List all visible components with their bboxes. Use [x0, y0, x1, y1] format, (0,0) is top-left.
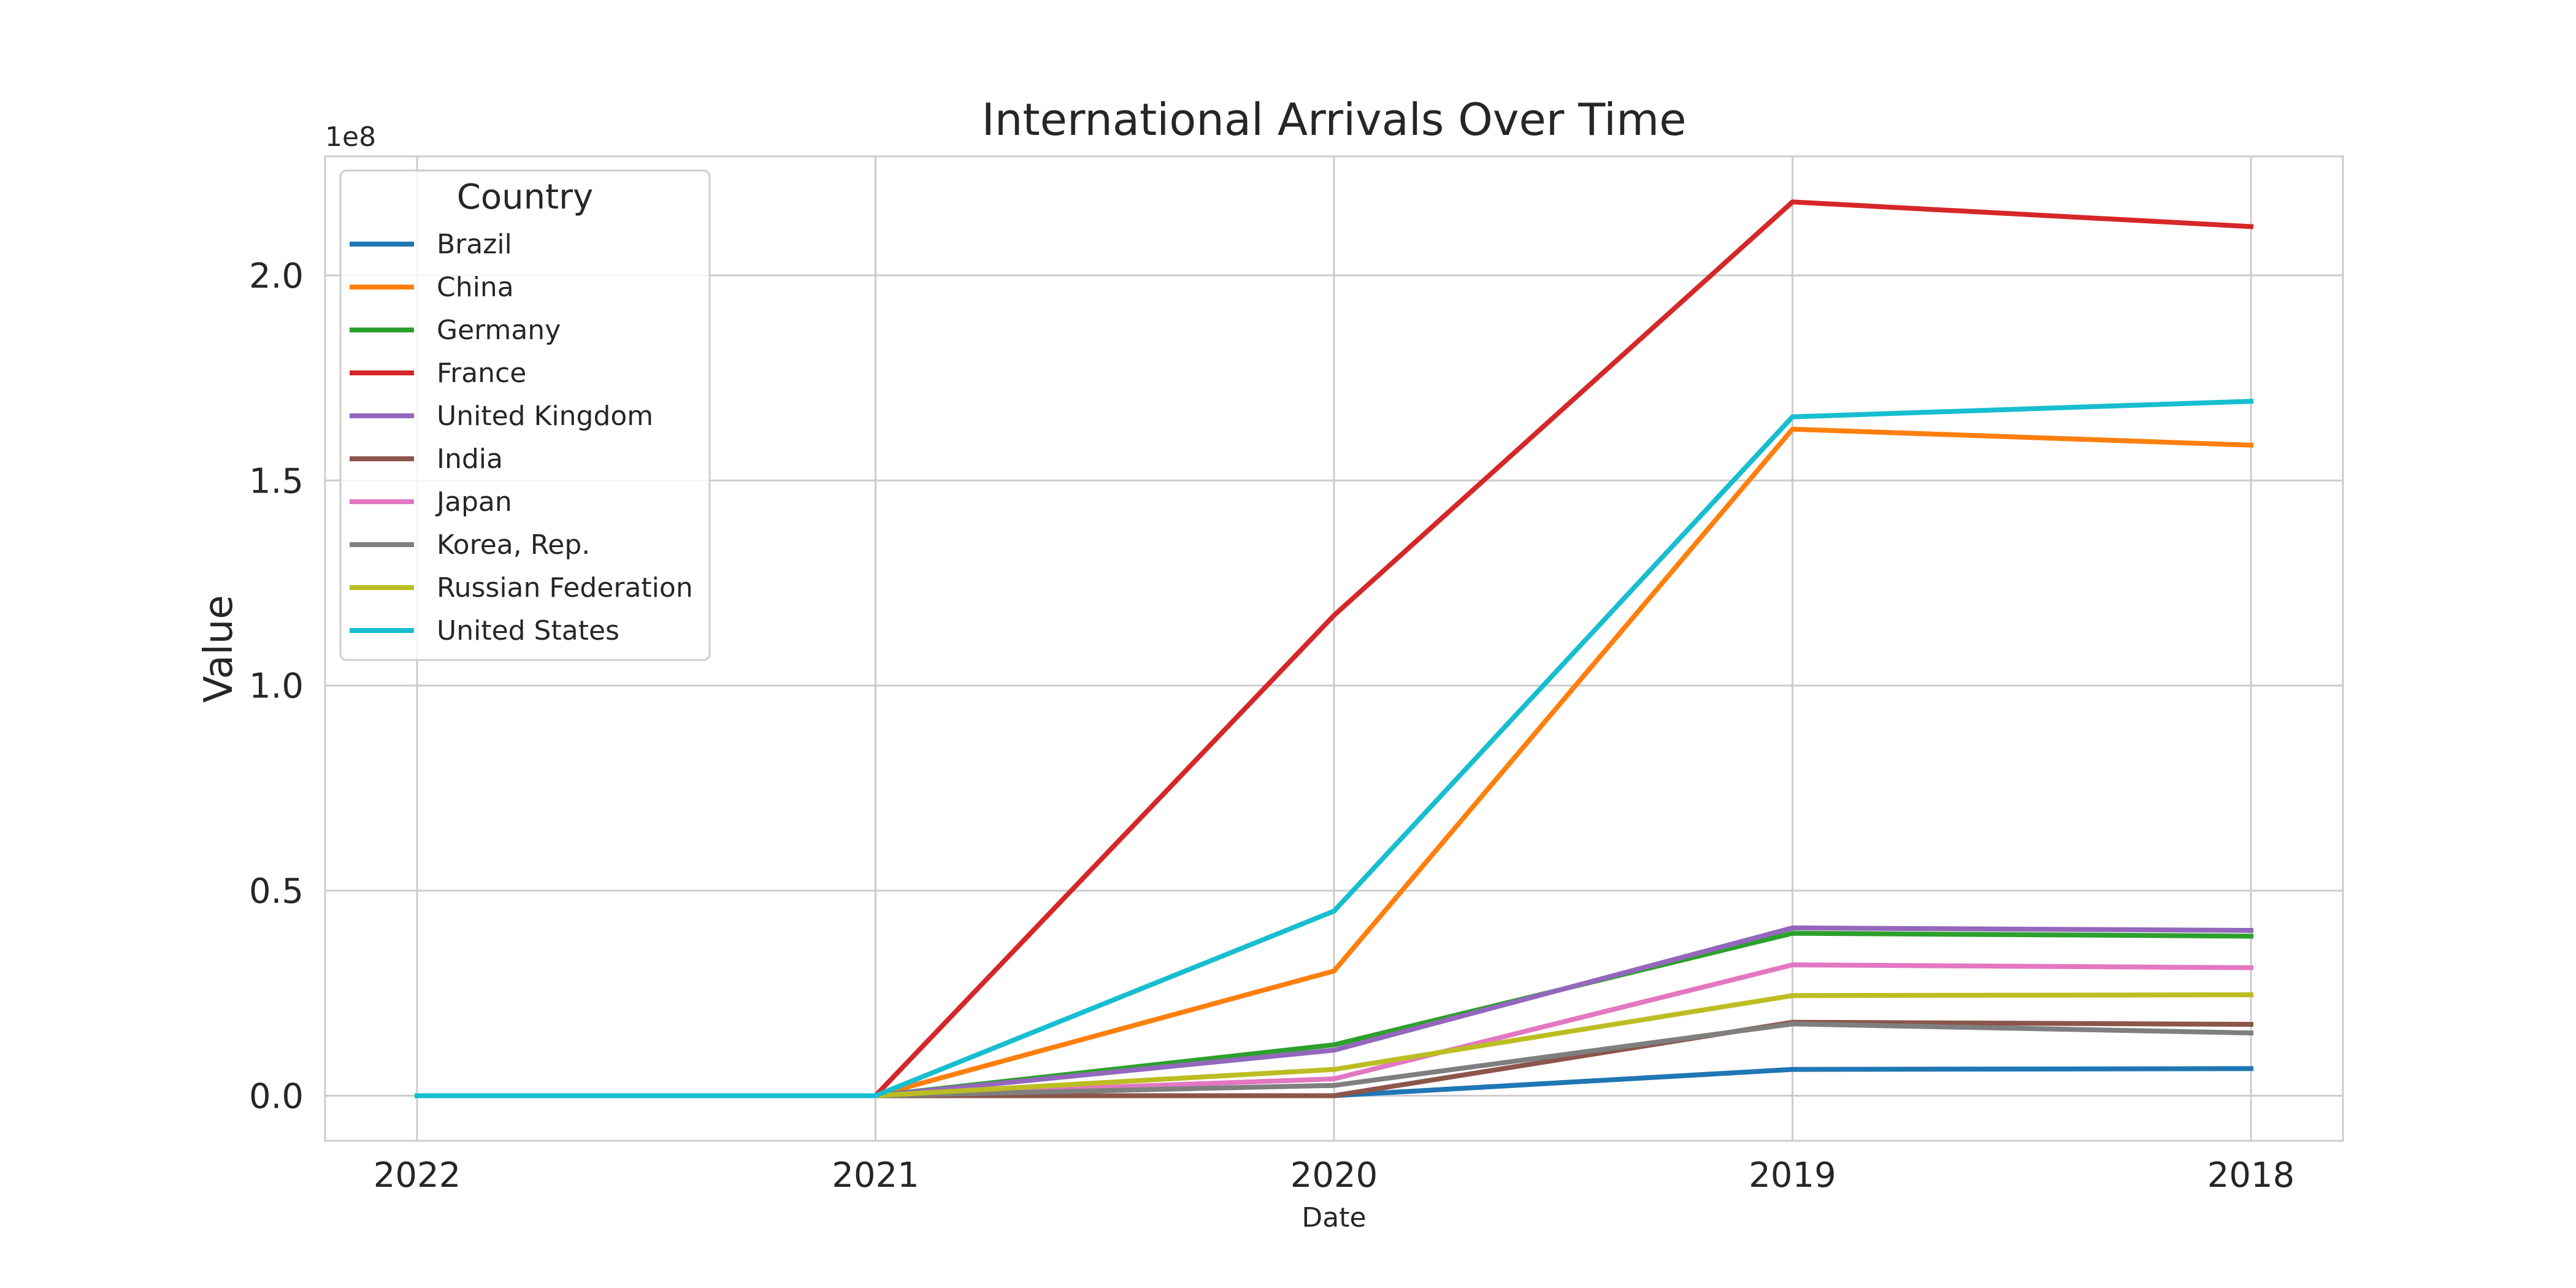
y-tick-label: 2.0 — [249, 256, 304, 296]
chart-title: International Arrivals Over Time — [981, 94, 1686, 145]
x-tick-label: 2019 — [1749, 1156, 1836, 1195]
legend-label: United States — [437, 615, 619, 646]
legend-label: Brazil — [437, 229, 512, 260]
x-tick-label: 2018 — [2207, 1156, 2295, 1195]
legend-items: Brazil China Germany France United Kingdom In… — [350, 229, 693, 646]
series-line — [415, 399, 2254, 1098]
legend-label: Korea, Rep. — [437, 529, 590, 561]
x-axis-label: Date — [1301, 1202, 1366, 1233]
series-layer — [415, 199, 2254, 1098]
legend-label: France — [437, 358, 526, 389]
x-tick-label: 2022 — [374, 1156, 461, 1195]
x-axis-ticks: 2022 2021 2020 2019 2018 — [374, 1156, 2295, 1195]
legend-label: China — [437, 272, 514, 303]
y-axis-exponent: 1e8 — [325, 121, 376, 153]
legend-label: Japan — [435, 486, 512, 518]
y-tick-label: 0.5 — [249, 872, 304, 911]
legend-label: Germany — [437, 315, 561, 346]
y-tick-label: 0.0 — [249, 1076, 304, 1116]
legend-title: Country — [457, 177, 593, 217]
y-tick-label: 1.5 — [249, 461, 304, 501]
y-tick-label: 1.0 — [249, 667, 304, 707]
y-axis-label: Value — [196, 595, 242, 703]
x-tick-label: 2021 — [832, 1156, 919, 1195]
legend-label: Russian Federation — [437, 572, 693, 604]
y-axis-ticks: 0.0 0.5 1.0 1.5 2.0 — [249, 256, 304, 1117]
x-tick-label: 2020 — [1290, 1156, 1378, 1195]
legend-box — [339, 169, 711, 661]
legend-label: United Kingdom — [437, 401, 653, 432]
legend: Country Brazil China Germany France United K… — [339, 169, 711, 661]
plot-frame — [324, 155, 2344, 1142]
legend-label: India — [437, 443, 503, 475]
